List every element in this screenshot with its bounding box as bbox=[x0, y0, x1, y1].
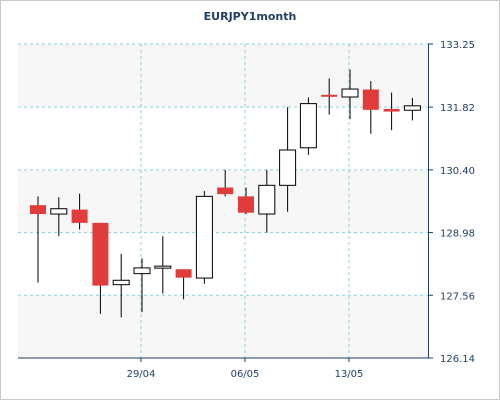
candle-body-bullish bbox=[259, 185, 275, 214]
candle bbox=[196, 191, 212, 284]
y-tick-label: 128.98 bbox=[440, 229, 475, 240]
y-tick-label: 127.56 bbox=[440, 291, 475, 302]
candle-body-bullish bbox=[134, 268, 150, 274]
y-axis-labels: 133.25 131.82 130.40 128.98 127.56 126.14 bbox=[428, 40, 475, 365]
candle-body-bearish bbox=[384, 109, 400, 112]
candle bbox=[155, 236, 171, 293]
candle bbox=[300, 97, 316, 154]
y-tick-label: 131.82 bbox=[440, 103, 475, 114]
candle-body-bearish bbox=[72, 210, 88, 223]
y-tick-label: 130.40 bbox=[440, 166, 475, 177]
candle-body-bullish bbox=[404, 106, 420, 110]
y-tick-label: 126.14 bbox=[440, 354, 475, 365]
candle-body-bearish bbox=[238, 196, 254, 212]
candle bbox=[176, 269, 192, 299]
x-tick-label: 06/05 bbox=[231, 369, 260, 380]
x-tick-label: 13/05 bbox=[335, 369, 364, 380]
candle-body-bearish bbox=[363, 89, 379, 109]
candle-body-bullish bbox=[300, 104, 316, 148]
candle-body-bullish bbox=[51, 209, 67, 214]
background-band bbox=[18, 295, 428, 358]
candle-body-bearish bbox=[30, 205, 46, 214]
x-tick-label: 29/04 bbox=[127, 369, 156, 380]
candle-body-bullish bbox=[155, 266, 171, 268]
x-axis-labels: 29/04 06/05 13/05 bbox=[127, 358, 364, 380]
candle-body-bullish bbox=[113, 280, 129, 284]
candle-body-bullish bbox=[280, 150, 296, 185]
candle-body-bearish bbox=[321, 95, 337, 97]
candle bbox=[30, 196, 46, 282]
candle-body-bearish bbox=[217, 188, 233, 195]
candle-body-bullish bbox=[342, 89, 358, 97]
y-tick-label: 133.25 bbox=[440, 40, 475, 51]
candle-body-bearish bbox=[92, 223, 108, 286]
candle-body-bullish bbox=[196, 196, 212, 278]
candle-body-bearish bbox=[176, 269, 192, 277]
